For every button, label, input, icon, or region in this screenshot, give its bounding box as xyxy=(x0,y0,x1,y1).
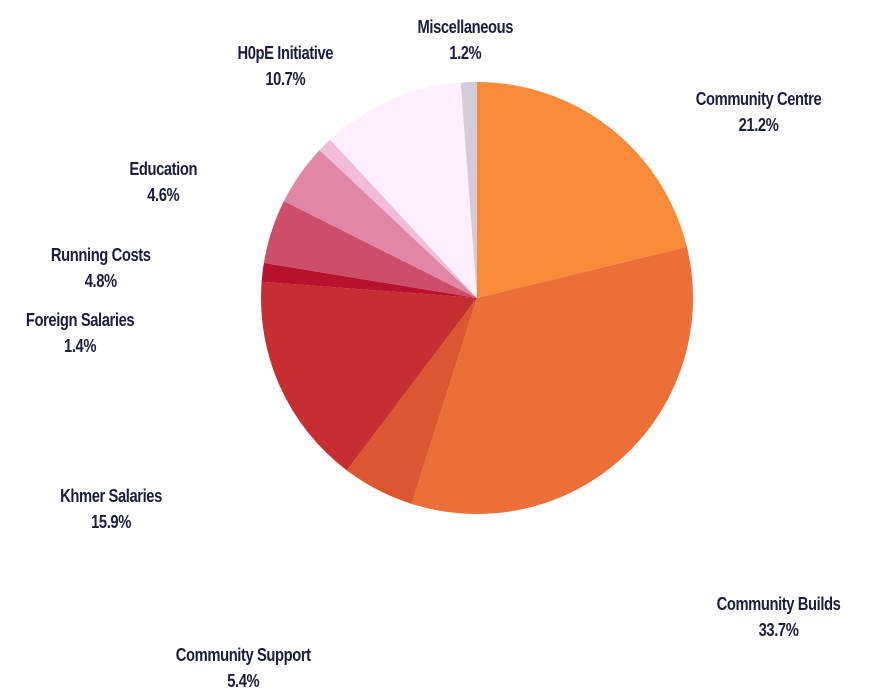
pie-slice-running-costs xyxy=(263,201,477,298)
slice-label-community-builds: Community Builds 33.7% xyxy=(716,591,840,643)
slice-name-foreign-salaries: Foreign Salaries xyxy=(25,310,135,330)
slice-label-running-costs: Running Costs 4.8% xyxy=(51,242,151,294)
pie-slice-community-support xyxy=(346,298,477,504)
slice-percent-community-support: 5.4% xyxy=(226,671,259,691)
slice-percent-education: 4.6% xyxy=(146,185,179,205)
slice-percent-miscellaneous: 1.2% xyxy=(448,43,481,63)
slice-label-foreign-salaries: Foreign Salaries 1.4% xyxy=(25,307,135,359)
slice-name-running-costs: Running Costs xyxy=(50,245,151,265)
slice-name-community-builds: Community Builds xyxy=(716,594,840,614)
pie-slice-education xyxy=(283,150,477,298)
pie-slice-h0pe-initiative xyxy=(330,82,477,298)
slice-name-community-centre: Community Centre xyxy=(695,89,821,109)
slice-percent-community-centre: 21.2% xyxy=(738,115,778,135)
slice-name-education: Education xyxy=(128,159,197,179)
slice-label-miscellaneous: Miscellaneous 1.2% xyxy=(417,14,513,66)
slice-name-h0pe-initiative: H0pE Initiative xyxy=(236,43,333,63)
pie-slice-community-centre xyxy=(477,82,687,298)
pie-slice-unlabeled xyxy=(319,139,477,298)
pie-slice-khmer-salaries xyxy=(260,281,477,471)
pie-slice-community-builds xyxy=(411,246,693,514)
slice-percent-community-builds: 33.7% xyxy=(758,620,798,640)
slice-percent-h0pe-initiative: 10.7% xyxy=(264,69,305,89)
slice-label-education: Education 4.6% xyxy=(129,156,197,208)
pie-slice-miscellaneous xyxy=(460,81,477,298)
slice-name-community-support: Community Support xyxy=(175,645,311,665)
slice-percent-foreign-salaries: 1.4% xyxy=(64,336,97,356)
slice-name-khmer-salaries: Khmer Salaries xyxy=(60,486,162,506)
slice-percent-running-costs: 4.8% xyxy=(84,271,117,291)
slice-label-community-centre: Community Centre 21.2% xyxy=(695,86,821,138)
slice-percent-khmer-salaries: 15.9% xyxy=(91,512,131,532)
slice-name-miscellaneous: Miscellaneous xyxy=(416,17,513,37)
slice-label-h0pe-initiative: H0pE Initiative 10.7% xyxy=(237,40,333,92)
pie-slice-foreign-salaries xyxy=(261,262,477,298)
slice-label-khmer-salaries: Khmer Salaries 15.9% xyxy=(60,483,162,535)
slice-label-community-support: Community Support 5.4% xyxy=(175,642,310,694)
